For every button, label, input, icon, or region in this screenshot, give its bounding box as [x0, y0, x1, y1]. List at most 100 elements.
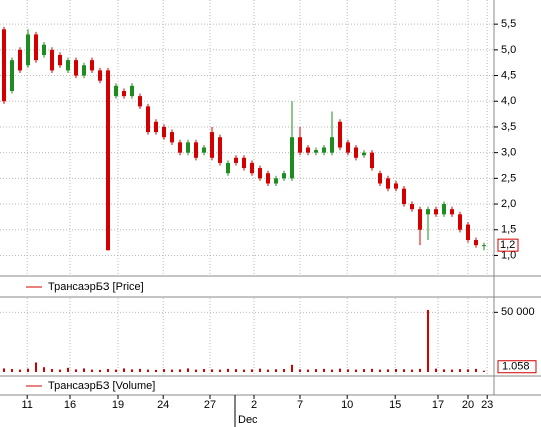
volume-bar [131, 369, 133, 372]
candle-body [154, 121, 158, 133]
x-tick-label: 19 [112, 399, 124, 411]
volume-bar [323, 368, 325, 372]
candle-body [122, 90, 126, 97]
volume-bar [339, 368, 341, 372]
candle-body [58, 54, 62, 66]
candle-body [130, 85, 134, 97]
y-tick-label: 3,5 [501, 121, 516, 133]
last-value-label: 1,2 [500, 239, 515, 251]
volume-bar [307, 369, 309, 372]
volume-bar [203, 369, 205, 372]
volume-bar [67, 367, 69, 372]
volume-bar [187, 368, 189, 372]
candle-body [458, 214, 462, 230]
candle-body [402, 188, 406, 205]
last-value-label: 1.058 [502, 361, 530, 373]
volume-bar [171, 369, 173, 372]
candle-body [370, 152, 374, 169]
volume-bar [467, 369, 469, 372]
x-tick-label: 20 [462, 399, 474, 411]
volume-bar [411, 369, 413, 372]
x-tick-label: 15 [389, 399, 401, 411]
volume-bar [219, 369, 221, 372]
candle-body [74, 60, 78, 76]
candle-body [330, 137, 334, 153]
candle-body [274, 178, 278, 184]
volume-bar [267, 369, 269, 372]
volume-bar [43, 367, 45, 372]
volume-bar [347, 369, 349, 372]
volume-bar [251, 369, 253, 372]
volume-bar [3, 368, 5, 372]
volume-bar [211, 369, 213, 372]
candle-body [354, 147, 358, 158]
y-tick-label: 5,0 [501, 44, 516, 56]
volume-bar [235, 369, 237, 372]
candle-body [258, 168, 262, 179]
x-tick-label: 10 [341, 399, 353, 411]
volume-bar [451, 369, 453, 372]
y-tick-label: 1,5 [501, 224, 516, 236]
volume-bar [427, 309, 429, 372]
candle-body [202, 147, 206, 153]
candle-body [306, 147, 310, 153]
volume-bar [299, 369, 301, 372]
candle-body [138, 96, 142, 107]
volume-bar [459, 369, 461, 372]
volume-bar [27, 368, 29, 372]
y-tick-label: 4,0 [501, 95, 516, 107]
candle-body [410, 204, 414, 210]
candle-body [434, 209, 438, 215]
candle-body [386, 178, 390, 189]
candle-body [314, 150, 318, 153]
candle-body [474, 240, 478, 246]
candle-body [378, 173, 382, 184]
x-tick-label: 17 [432, 399, 444, 411]
candle-body [186, 142, 190, 153]
candle-body [194, 142, 198, 158]
candle-body [34, 34, 38, 61]
x-tick-label: 16 [64, 399, 76, 411]
last-value-box [497, 360, 537, 374]
volume-bar [483, 370, 485, 372]
volume-bar [355, 369, 357, 372]
volume-bar [83, 368, 85, 372]
volume-bar [59, 369, 61, 372]
candle-body [482, 245, 486, 247]
candle-body [82, 65, 86, 76]
volume-bar [179, 369, 181, 372]
candle-body [98, 70, 102, 81]
volume-bar [99, 369, 101, 372]
volume-bar [363, 369, 365, 372]
volume-bar [11, 369, 13, 372]
candle-body [114, 85, 118, 97]
volume-bar [419, 368, 421, 372]
candle-body [18, 49, 22, 71]
y-tick-label: 50 000 [501, 306, 535, 318]
y-tick-label: 3,0 [501, 147, 516, 159]
y-tick-label: 1,0 [501, 249, 516, 261]
volume-bar [123, 368, 125, 372]
legend-label: ТрансаэрБЗ [Volume] [48, 380, 155, 392]
volume-bar [387, 369, 389, 372]
volume-bar [371, 368, 373, 372]
candle-body [250, 162, 254, 174]
candle-body [418, 209, 422, 230]
volume-bar [435, 368, 437, 372]
volume-bar [139, 368, 141, 372]
last-value-box [497, 238, 519, 252]
volume-bar [163, 369, 165, 372]
candle-body [146, 106, 150, 133]
candle-body [426, 209, 430, 215]
x-tick-label: 23 [481, 399, 493, 411]
y-tick-label: 5,5 [501, 18, 516, 30]
volume-bar [107, 369, 109, 372]
candle-body [66, 60, 70, 71]
candle-body [282, 173, 286, 179]
candle-body [394, 183, 398, 189]
x-tick-label: 2 [251, 399, 257, 411]
volume-bar [155, 369, 157, 372]
candle-body [338, 121, 342, 148]
volume-bar [275, 369, 277, 372]
